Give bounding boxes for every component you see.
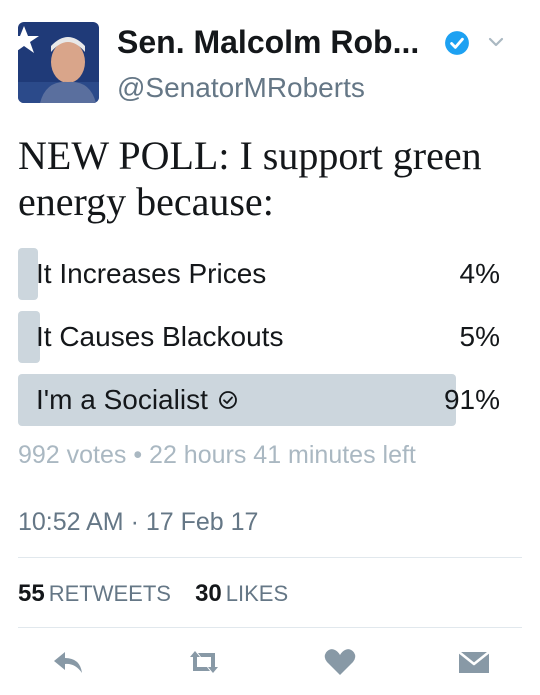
retweet-icon[interactable] <box>186 646 222 678</box>
poll-option-label: I'm a Socialist <box>36 384 208 415</box>
poll-option-label: It Causes Blackouts <box>36 321 284 352</box>
display-name[interactable]: Sen. Malcolm Rob... <box>117 24 420 60</box>
chevron-down-icon[interactable] <box>486 32 506 52</box>
action-bar <box>0 640 540 685</box>
poll-option-selected: I'm a Socialist 91% <box>18 374 502 426</box>
likes-count: 30 <box>195 580 222 607</box>
timestamp[interactable]: 10:52 AM · 17 Feb 17 <box>18 508 259 536</box>
divider <box>18 557 522 558</box>
poll-bar <box>18 374 457 426</box>
poll-option-label: It Increases Prices <box>36 258 267 289</box>
tweet-text: NEW POLL: I support green energy because… <box>18 133 482 224</box>
poll-meta: 992 votes • 22 hours 41 minutes left <box>18 441 416 469</box>
retweets-stat[interactable]: 55 RETWEETS <box>18 580 171 607</box>
likes-label: LIKES <box>225 581 289 606</box>
engagement-stats: 55 RETWEETS 30 LIKES <box>18 580 288 608</box>
direct-message-icon[interactable] <box>456 646 492 678</box>
retweets-label: RETWEETS <box>48 581 171 606</box>
poll-option: It Increases Prices 4% <box>18 248 502 300</box>
poll-option-percent: 5% <box>459 321 500 352</box>
avatar[interactable] <box>18 22 99 103</box>
retweets-count: 55 <box>18 580 45 607</box>
like-heart-icon[interactable] <box>322 646 358 678</box>
poll-option-percent: 4% <box>459 258 500 289</box>
reply-icon[interactable] <box>50 646 86 678</box>
avatar-image <box>18 22 99 103</box>
poll-option: It Causes Blackouts 5% <box>18 311 502 363</box>
divider <box>18 627 522 628</box>
poll-bar <box>18 311 41 363</box>
poll-bar <box>18 248 38 300</box>
user-handle[interactable]: @SenatorMRoberts <box>117 72 365 103</box>
verified-badge-icon <box>445 31 469 55</box>
poll-option-percent: 91% <box>443 384 500 415</box>
likes-stat[interactable]: 30 LIKES <box>195 580 289 607</box>
selected-check-icon <box>218 391 237 409</box>
